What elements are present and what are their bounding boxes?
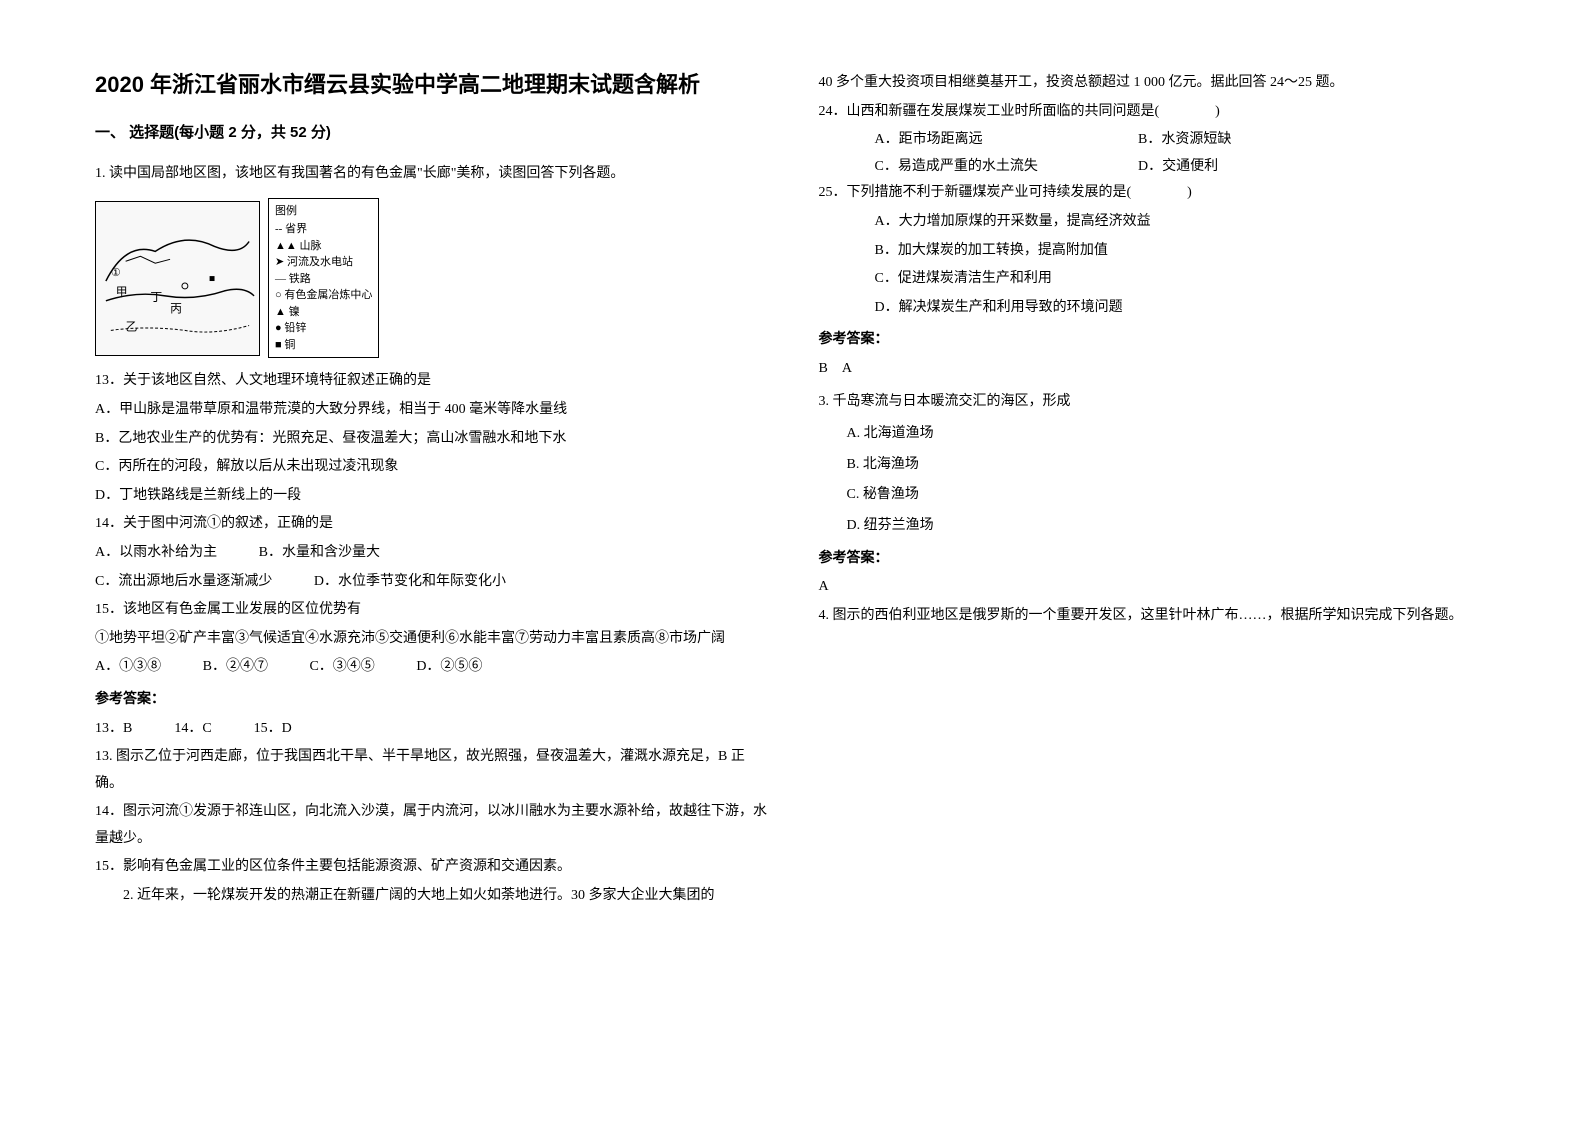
q14-option-c: C．流出源地后水量逐渐减少 xyxy=(95,569,272,596)
q14: 14．关于图中河流①的叙述，正确的是 xyxy=(95,511,769,538)
q3-option-d: D. 纽芬兰渔场 xyxy=(819,513,1493,540)
answer-3: A xyxy=(819,574,1493,601)
q14-options-ab: A．以雨水补给为主 B．水量和含沙量大 xyxy=(95,540,769,567)
answer-2: B A xyxy=(819,356,1493,383)
q24-option-d: D．交通便利 xyxy=(1138,159,1218,174)
legend-item: ▲▲ 山脉 xyxy=(275,238,372,255)
left-column: 2020 年浙江省丽水市缙云县实验中学高二地理期末试题含解析 一、 选择题(每小… xyxy=(95,70,769,1052)
q25-option-b: B．加大煤炭的加工转换，提高附加值 xyxy=(819,238,1493,265)
q25: 25．下列措施不利于新疆煤炭产业可持续发展的是( ) xyxy=(819,180,1493,207)
q24-option-c: C．易造成严重的水土流失 xyxy=(875,154,1135,181)
q24-options-cd: C．易造成严重的水土流失 D．交通便利 xyxy=(819,154,1493,181)
map-label: 丁 xyxy=(150,289,162,303)
q13-option-d: D．丁地铁路线是兰新线上的一段 xyxy=(95,483,769,510)
q13-option-c: C．丙所在的河段，解放以后从未出现过凌汛现象 xyxy=(95,454,769,481)
q15-option-b: B．②④⑦ xyxy=(203,654,268,681)
q1-intro: 1. 读中国局部地区图，该地区有我国著名的有色金属"长廊"美称，读图回答下列各题… xyxy=(95,161,769,188)
map-label: 丙 xyxy=(170,301,182,315)
q15-option-d: D．②⑤⑥ xyxy=(416,654,482,681)
legend-item: ▲ 镍 xyxy=(275,304,372,321)
q13-option-a: A．甲山脉是温带草原和温带荒漠的大致分界线，相当于 400 毫米等降水量线 xyxy=(95,397,769,424)
legend-item: ■ 铜 xyxy=(275,337,372,354)
map-label: ① xyxy=(111,267,121,279)
q24-option-b: B．水资源短缺 xyxy=(1138,132,1231,147)
q2-cont: 40 多个重大投资项目相继奠基开工，投资总额超过 1 000 亿元。据此回答 2… xyxy=(819,70,1493,97)
map-sketch-icon: 甲 乙 丙 丁 ① xyxy=(96,202,259,355)
q3: 3. 千岛寒流与日本暖流交汇的海区，形成 xyxy=(819,389,1493,416)
q14-options-cd: C．流出源地后水量逐渐减少 D．水位季节变化和年际变化小 xyxy=(95,569,769,596)
figure-container: 甲 乙 丙 丁 ① 图例 -- 省界 ▲▲ 山脉 ➤ 河流及水电站 — 铁路 ○… xyxy=(95,198,769,359)
q25-option-a: A．大力增加原煤的开采数量，提高经济效益 xyxy=(819,209,1493,236)
answer-explain-15: 15．影响有色金属工业的区位条件主要包括能源资源、矿产资源和交通因素。 xyxy=(95,854,769,881)
q3-option-b: B. 北海渔场 xyxy=(819,452,1493,479)
q15-options: A．①③⑧ B．②④⑦ C．③④⑤ D．②⑤⑥ xyxy=(95,654,769,681)
answer-heading: 参考答案： xyxy=(95,685,769,712)
legend-item: — 铁路 xyxy=(275,271,372,288)
answer-heading-2: 参考答案： xyxy=(819,325,1493,352)
q14-option-b: B．水量和含沙量大 xyxy=(259,540,380,567)
q14-option-a: A．以雨水补给为主 xyxy=(95,540,217,567)
document-title: 2020 年浙江省丽水市缙云县实验中学高二地理期末试题含解析 xyxy=(95,70,769,101)
q24-option-a: A．距市场距离远 xyxy=(875,127,1135,154)
section-heading: 一、 选择题(每小题 2 分，共 52 分) xyxy=(95,119,769,148)
legend-item: ○ 有色金属冶炼中心 xyxy=(275,287,372,304)
q3-option-a: A. 北海道渔场 xyxy=(819,421,1493,448)
q24-options-ab: A．距市场距离远 B．水资源短缺 xyxy=(819,127,1493,154)
q15-option-c: C．③④⑤ xyxy=(309,654,374,681)
q15-option-a: A．①③⑧ xyxy=(95,654,161,681)
q15-desc: ①地势平坦②矿产丰富③气候适宜④水源充沛⑤交通便利⑥水能丰富⑦劳动力丰富且素质高… xyxy=(95,626,769,653)
q2-intro: 2. 近年来，一轮煤炭开发的热潮正在新疆广阔的大地上如火如荼地进行。30 多家大… xyxy=(95,883,769,910)
legend-item: ➤ 河流及水电站 xyxy=(275,254,372,271)
q3-option-c: C. 秘鲁渔场 xyxy=(819,482,1493,509)
q13: 13．关于该地区自然、人文地理环境特征叙述正确的是 xyxy=(95,368,769,395)
map-label: 乙 xyxy=(126,319,138,333)
legend-item: ● 铅锌 xyxy=(275,320,372,337)
page-container: 2020 年浙江省丽水市缙云县实验中学高二地理期末试题含解析 一、 选择题(每小… xyxy=(95,70,1492,1052)
q4: 4. 图示的西伯利亚地区是俄罗斯的一个重要开发区，这里针叶林广布……，根据所学知… xyxy=(819,603,1493,630)
q25-option-c: C．促进煤炭清洁生产和利用 xyxy=(819,266,1493,293)
answer-heading-3: 参考答案： xyxy=(819,544,1493,571)
answer-line-1: 13．B 14．C 15．D xyxy=(95,716,769,743)
map-image: 甲 乙 丙 丁 ① xyxy=(95,201,260,356)
q25-option-d: D．解决煤炭生产和利用导致的环境问题 xyxy=(819,295,1493,322)
legend-title: 图例 xyxy=(275,203,372,220)
legend-item: -- 省界 xyxy=(275,221,372,238)
map-label: 甲 xyxy=(116,284,128,298)
q15: 15．该地区有色金属工业发展的区位优势有 xyxy=(95,597,769,624)
q13-option-b: B．乙地农业生产的优势有：光照充足、昼夜温差大；高山冰雪融水和地下水 xyxy=(95,426,769,453)
right-column: 40 多个重大投资项目相继奠基开工，投资总额超过 1 000 亿元。据此回答 2… xyxy=(819,70,1493,1052)
q14-option-d: D．水位季节变化和年际变化小 xyxy=(314,569,506,596)
legend-box: 图例 -- 省界 ▲▲ 山脉 ➤ 河流及水电站 — 铁路 ○ 有色金属冶炼中心 … xyxy=(268,198,379,359)
answer-explain-14: 14．图示河流①发源于祁连山区，向北流入沙漠，属于内流河，以冰川融水为主要水源补… xyxy=(95,799,769,852)
answer-explain-13: 13. 图示乙位于河西走廊，位于我国西北干旱、半干旱地区，故光照强，昼夜温差大，… xyxy=(95,744,769,797)
q24: 24．山西和新疆在发展煤炭工业时所面临的共同问题是( ) xyxy=(819,99,1493,126)
